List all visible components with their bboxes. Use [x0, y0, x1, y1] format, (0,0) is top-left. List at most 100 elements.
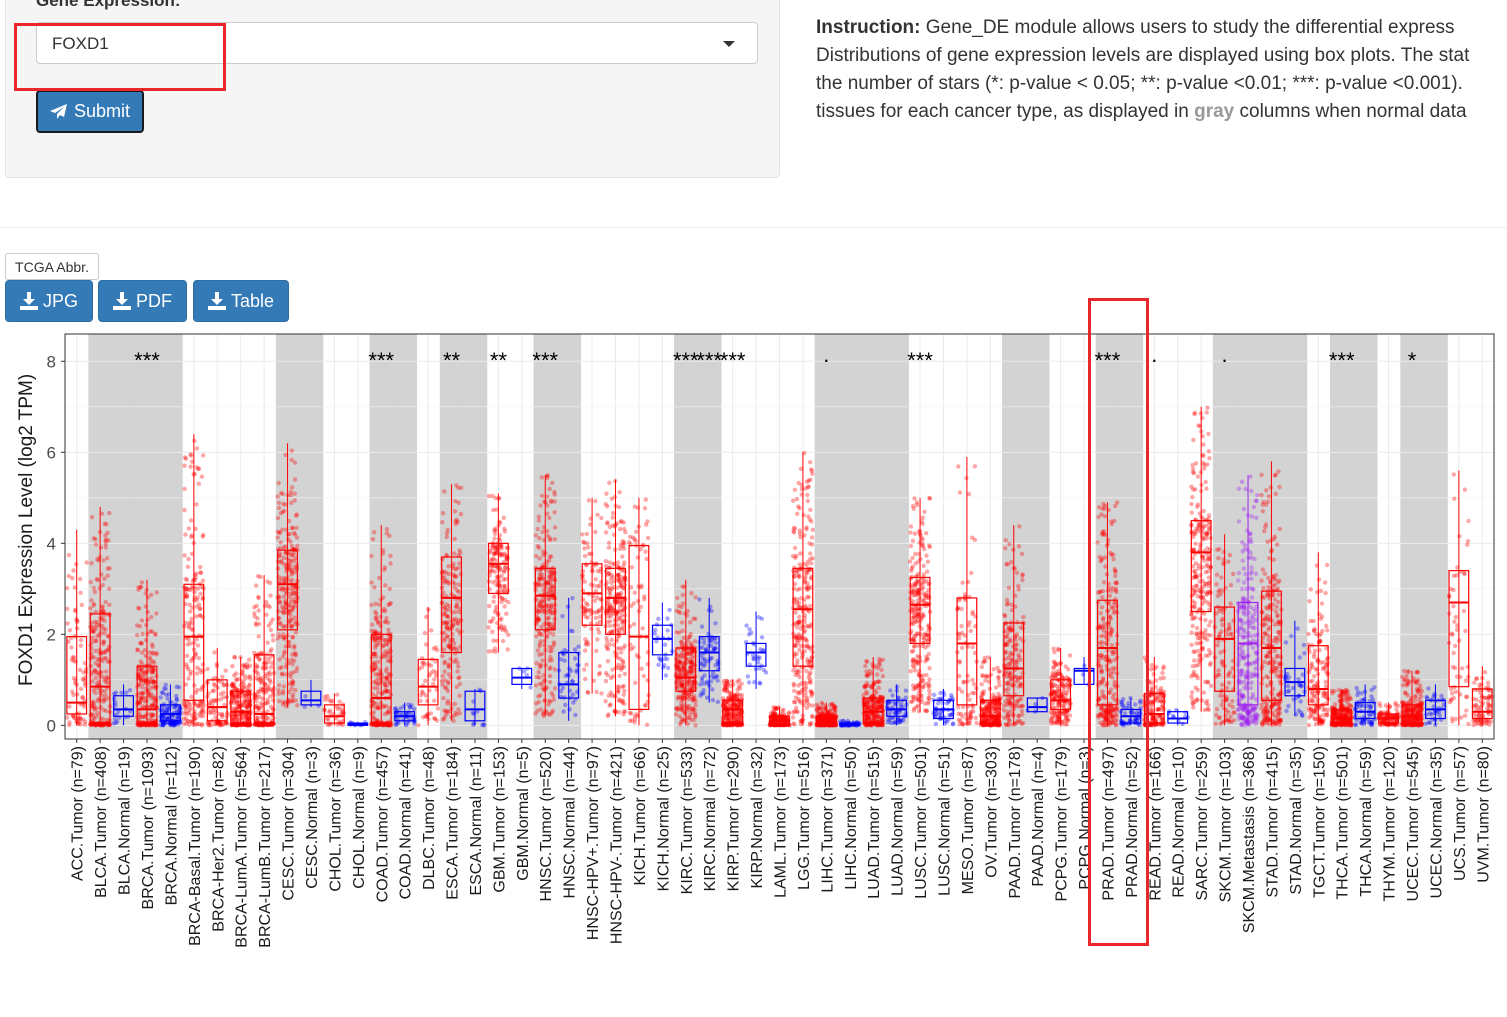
download-jpg-button[interactable]: JPG: [5, 280, 93, 322]
data-point: [615, 593, 620, 598]
data-point: [528, 685, 533, 690]
data-point: [847, 722, 852, 727]
data-point: [610, 608, 616, 613]
data-point: [286, 643, 291, 649]
shade-column: [838, 334, 863, 739]
data-point: [613, 665, 619, 670]
data-point: [261, 722, 266, 727]
data-point: [269, 665, 274, 670]
submit-label: Submit: [73, 101, 131, 121]
instruction-line-2: Distributions of gene expression levels …: [816, 45, 1470, 66]
data-point: [126, 714, 131, 719]
data-point: [585, 608, 590, 613]
data-point: [455, 588, 460, 593]
data-point: [107, 510, 112, 516]
data-point: [270, 688, 275, 693]
data-point: [489, 557, 494, 562]
data-point: [93, 626, 99, 632]
data-point: [833, 722, 839, 728]
data-point: [729, 706, 735, 712]
data-point: [247, 711, 252, 716]
data-point: [145, 617, 150, 623]
data-point: [802, 629, 807, 635]
download-table-button[interactable]: Table: [193, 280, 289, 322]
data-point: [500, 596, 505, 601]
x-tick-label: ESCA.Tumor (n=184): [445, 746, 462, 900]
data-point: [369, 602, 374, 608]
gene-select[interactable]: FOXD1: [36, 22, 758, 64]
data-point: [186, 719, 191, 724]
data-point: [620, 698, 626, 703]
data-point: [756, 615, 762, 620]
data-point: [449, 644, 455, 650]
download-pdf-button[interactable]: PDF: [98, 280, 187, 322]
data-point: [259, 721, 264, 727]
data-point: [216, 711, 222, 717]
data-point: [376, 696, 381, 701]
x-tick-label: KICH.Tumor (n=66): [632, 746, 649, 885]
data-point: [119, 690, 124, 695]
data-point: [805, 498, 811, 504]
data-point: [395, 719, 400, 724]
data-point: [605, 504, 610, 509]
data-point: [604, 580, 610, 585]
data-point: [809, 693, 814, 699]
data-point: [326, 697, 332, 702]
data-point: [871, 698, 876, 704]
data-point: [137, 682, 142, 688]
data-point: [103, 538, 108, 543]
data-point: [254, 695, 260, 700]
data-point: [150, 712, 155, 717]
tcga-abbr-button[interactable]: TCGA Abbr.: [5, 253, 99, 280]
box: [89, 613, 111, 724]
data-point: [595, 512, 600, 517]
data-point: [816, 722, 821, 727]
data-point: [164, 710, 170, 715]
data-point: [107, 722, 112, 728]
data-point: [548, 574, 553, 579]
data-point: [449, 706, 454, 711]
data-point: [584, 662, 589, 667]
data-point: [537, 556, 542, 561]
data-point: [100, 615, 106, 620]
data-point: [810, 556, 815, 561]
data-point: [182, 702, 188, 707]
data-point: [690, 685, 695, 691]
data-point: [829, 719, 834, 724]
data-point: [99, 688, 105, 693]
data-point: [767, 723, 773, 728]
data-point: [152, 704, 157, 709]
data-point: [730, 720, 735, 726]
data-point: [211, 711, 217, 716]
data-point: [323, 697, 328, 702]
data-point: [697, 597, 702, 602]
data-point: [674, 664, 679, 669]
data-point: [374, 635, 380, 641]
data-point: [195, 643, 201, 648]
data-point: [236, 694, 241, 700]
data-point: [730, 711, 735, 716]
data-point: [269, 721, 274, 727]
data-point: [90, 635, 95, 641]
data-point: [97, 673, 102, 678]
data-point: [877, 662, 883, 668]
data-point: [547, 626, 553, 631]
data-point: [618, 646, 623, 651]
data-point: [459, 629, 464, 634]
data-point: [207, 723, 212, 728]
data-point: [729, 723, 734, 728]
data-point: [542, 595, 547, 600]
data-point: [186, 700, 192, 706]
data-point: [444, 621, 449, 626]
box: [441, 556, 462, 654]
shade-column: [861, 334, 886, 739]
data-point: [369, 654, 375, 660]
data-point: [772, 705, 778, 710]
submit-button[interactable]: Submit: [36, 90, 144, 133]
data-point: [801, 664, 807, 670]
data-point: [136, 682, 142, 687]
data-point: [444, 602, 449, 607]
data-point: [829, 722, 834, 727]
data-point: [796, 480, 801, 486]
data-point: [288, 674, 293, 679]
